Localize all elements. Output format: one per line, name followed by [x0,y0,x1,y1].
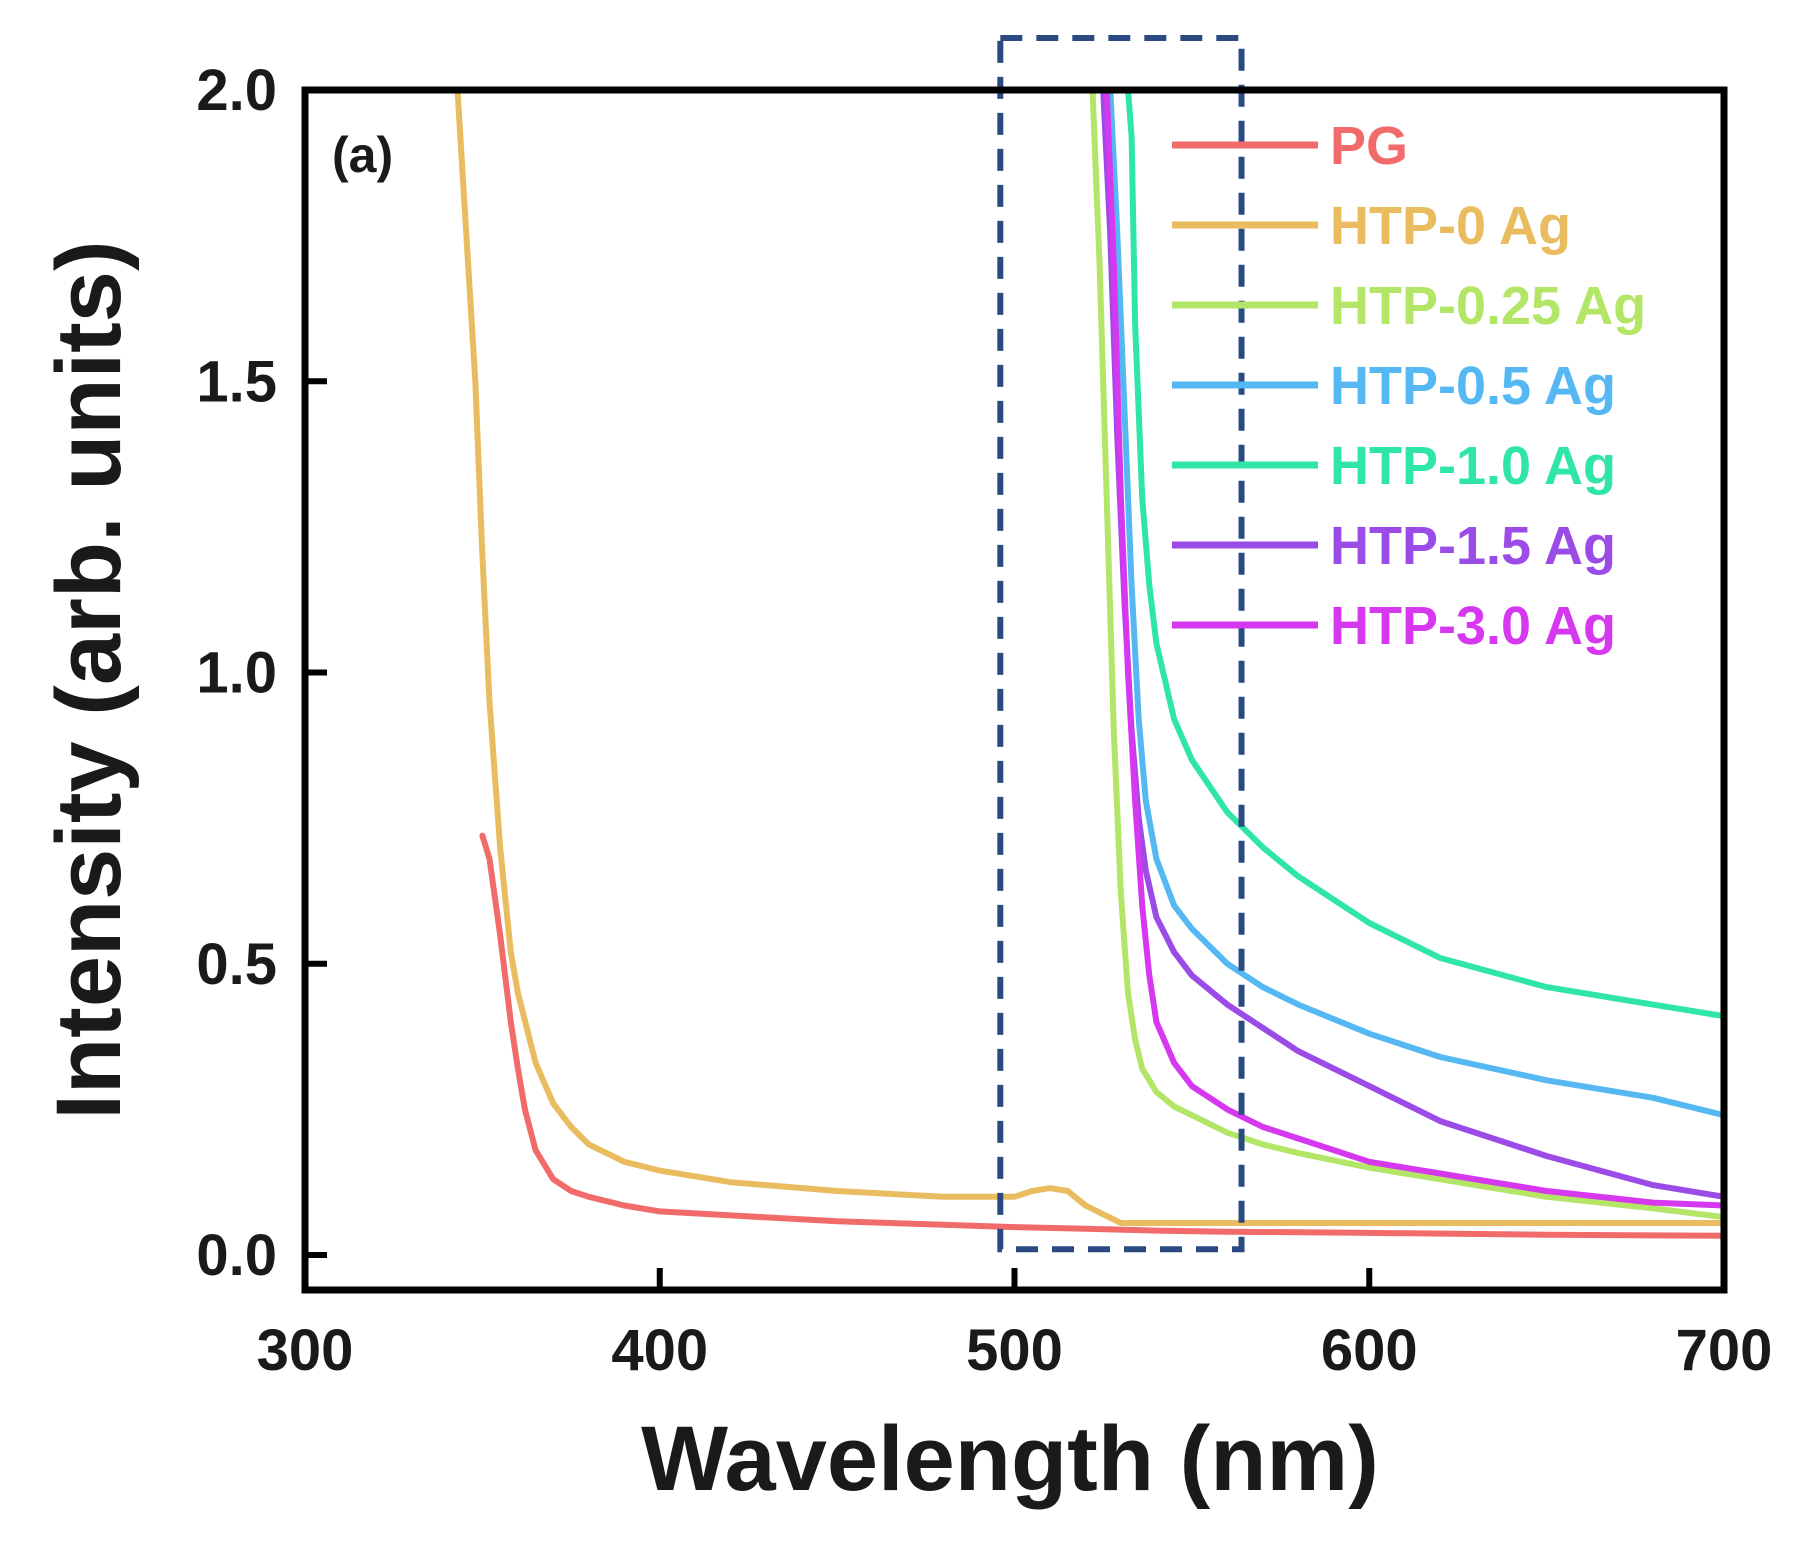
y-tick-label: 0.0 [196,1223,277,1288]
x-axis-title: Wavelength (nm) [641,1408,1379,1510]
series-line-6 [1103,90,1724,1209]
legend: PG HTP-0 Ag HTP-0.25 Ag HTP-0.5 Ag HTP-1.0 A… [1172,116,1646,656]
y-tick-label: 2.0 [196,58,277,123]
series-line-4 [1125,90,1724,1020]
plot-frame-group [301,86,1728,1294]
legend-label-1: HTP-0 Ag [1330,196,1571,256]
x-tick-label: 400 [611,1318,708,1383]
series-line-0 [479,832,1724,1239]
y-axis-title: Intensity (arb. units) [38,240,140,1119]
x-tick-label: 300 [257,1318,354,1383]
y-tick-label: 1.0 [196,641,277,706]
plot-frame [301,86,1728,1294]
series-line-3 [1107,90,1724,1119]
legend-label-4: HTP-1.0 Ag [1330,436,1616,496]
legend-label-0: PG [1330,116,1408,176]
legend-label-6: HTP-3.0 Ag [1330,596,1616,656]
series-line-2 [1089,90,1724,1221]
panel-label: (a) [332,127,393,183]
legend-label-3: HTP-0.5 Ag [1330,356,1616,416]
y-tick-label: 0.5 [196,932,277,997]
y-axis-ticks: 0.0 0.5 1.0 1.5 2.0 [196,58,327,1288]
highlight-box [997,35,1245,1253]
x-tick-label: 600 [1321,1318,1418,1383]
legend-label-2: HTP-0.25 Ag [1330,276,1646,336]
x-tick-label: 700 [1676,1318,1773,1383]
y-tick-label: 1.5 [196,349,277,414]
x-tick-label: 500 [966,1318,1063,1383]
legend-label-5: HTP-1.5 Ag [1330,516,1616,576]
x-axis-ticks: 300 400 500 600 700 [257,1268,1773,1383]
highlight-box-group [997,35,1245,1253]
series-lines [454,90,1724,1239]
series-line-1 [454,90,1724,1226]
